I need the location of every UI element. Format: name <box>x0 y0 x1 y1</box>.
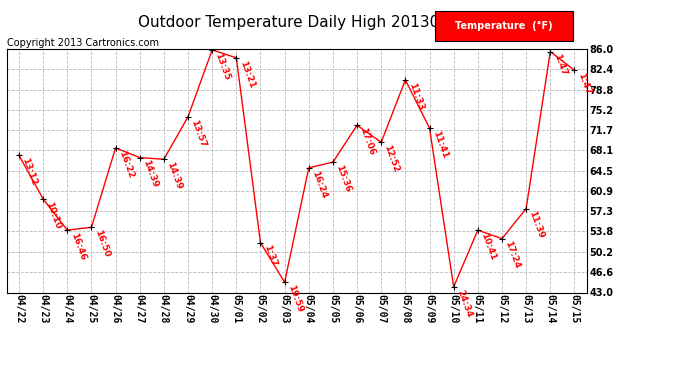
Text: Outdoor Temperature Daily High 20130516: Outdoor Temperature Daily High 20130516 <box>139 15 469 30</box>
Text: 14:39: 14:39 <box>166 160 184 191</box>
Text: 17:24: 17:24 <box>504 240 522 270</box>
Text: 14:39: 14:39 <box>141 159 159 189</box>
Text: 13:12: 13:12 <box>21 157 39 187</box>
Text: 15:36: 15:36 <box>335 164 353 194</box>
Text: 1:47: 1:47 <box>576 72 592 96</box>
Text: 10:10: 10:10 <box>45 200 63 230</box>
Text: 16:22: 16:22 <box>117 149 135 179</box>
Text: 13:57: 13:57 <box>190 118 208 148</box>
Text: Temperature  (°F): Temperature (°F) <box>455 21 553 31</box>
Text: 10:41: 10:41 <box>480 231 497 261</box>
Text: Copyright 2013 Cartronics.com: Copyright 2013 Cartronics.com <box>7 38 159 48</box>
Text: 11:41: 11:41 <box>431 129 449 160</box>
Text: 16:24: 16:24 <box>310 169 328 199</box>
Text: 16:50: 16:50 <box>93 229 111 258</box>
Text: 24:34: 24:34 <box>455 288 473 318</box>
Text: 17:06: 17:06 <box>359 127 377 157</box>
Text: 19:59: 19:59 <box>286 284 304 314</box>
Text: 16:46: 16:46 <box>69 231 87 262</box>
Text: 13:21: 13:21 <box>238 59 256 89</box>
Text: 11:39: 11:39 <box>528 210 546 240</box>
Text: 11:33: 11:33 <box>407 81 425 111</box>
Text: 12:52: 12:52 <box>383 144 401 174</box>
Text: 1:37: 1:37 <box>262 244 278 268</box>
Text: 13:35: 13:35 <box>214 51 232 81</box>
Text: 1:47: 1:47 <box>552 53 568 77</box>
